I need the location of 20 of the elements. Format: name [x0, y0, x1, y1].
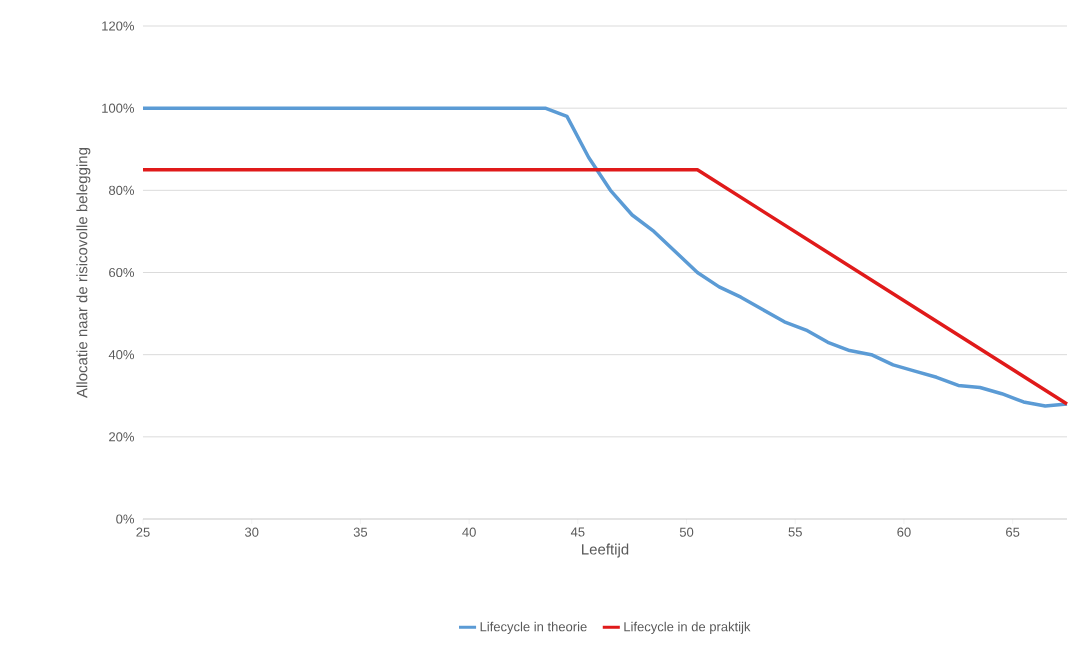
y-tick-label: 0% — [116, 514, 135, 524]
x-tick-label: 65 — [1006, 527, 1020, 537]
x-tick-label: 45 — [570, 527, 585, 537]
y-tick-label: 80% — [109, 185, 135, 195]
y-tick-label: 120% — [102, 21, 135, 31]
legend-label: Lifecycle in de praktijk — [624, 621, 751, 634]
x-axis-title: Leeftijd — [582, 543, 629, 558]
x-tick-label: 35 — [353, 527, 368, 537]
x-tick-label: 40 — [462, 527, 476, 537]
y-tick-label: 20% — [109, 432, 135, 442]
y-axis-title: Allocatie naar de risicovolle belegging — [76, 148, 91, 398]
x-tick-label: 25 — [136, 527, 150, 537]
y-tick-label: 60% — [109, 267, 135, 278]
x-tick-label: 60 — [897, 527, 911, 537]
x-tick-label: 50 — [679, 527, 694, 537]
x-tick-label: 55 — [788, 527, 802, 537]
x-tick-label: 30 — [244, 527, 259, 537]
legend-label: Lifecycle in theorie — [480, 621, 587, 634]
y-tick-label: 100% — [102, 103, 135, 113]
y-tick-label: 40% — [108, 350, 135, 360]
